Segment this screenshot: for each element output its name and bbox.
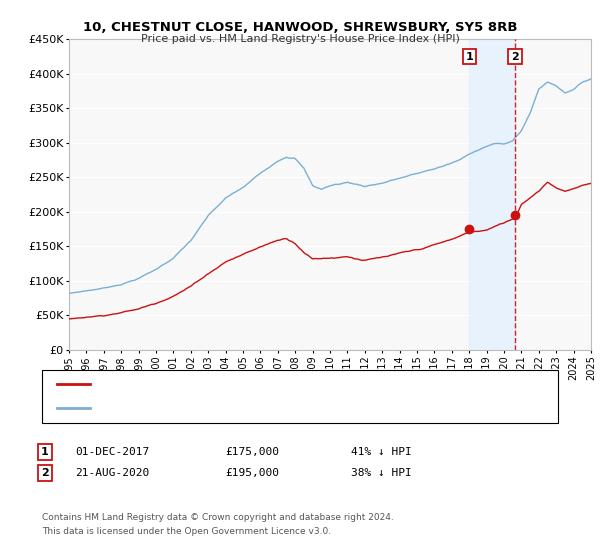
Text: 41% ↓ HPI: 41% ↓ HPI [351, 447, 412, 457]
Text: 2: 2 [41, 468, 49, 478]
Text: £175,000: £175,000 [225, 447, 279, 457]
Text: 2: 2 [511, 52, 519, 62]
Text: This data is licensed under the Open Government Licence v3.0.: This data is licensed under the Open Gov… [42, 528, 331, 536]
Text: 10, CHESTNUT CLOSE, HANWOOD, SHREWSBURY, SY5 8RB: 10, CHESTNUT CLOSE, HANWOOD, SHREWSBURY,… [83, 21, 517, 34]
Text: 1: 1 [41, 447, 49, 457]
Text: £195,000: £195,000 [225, 468, 279, 478]
Text: Price paid vs. HM Land Registry's House Price Index (HPI): Price paid vs. HM Land Registry's House … [140, 34, 460, 44]
Text: 1: 1 [466, 52, 473, 62]
Text: 01-DEC-2017: 01-DEC-2017 [75, 447, 149, 457]
Text: 38% ↓ HPI: 38% ↓ HPI [351, 468, 412, 478]
Bar [469, 39, 515, 350]
Text: HPI: Average price, detached house, Shropshire: HPI: Average price, detached house, Shro… [96, 403, 345, 413]
Text: Contains HM Land Registry data © Crown copyright and database right 2024.: Contains HM Land Registry data © Crown c… [42, 513, 394, 522]
Text: 10, CHESTNUT CLOSE, HANWOOD, SHREWSBURY, SY5 8RB (detached house): 10, CHESTNUT CLOSE, HANWOOD, SHREWSBURY,… [96, 380, 497, 390]
Text: 21-AUG-2020: 21-AUG-2020 [75, 468, 149, 478]
